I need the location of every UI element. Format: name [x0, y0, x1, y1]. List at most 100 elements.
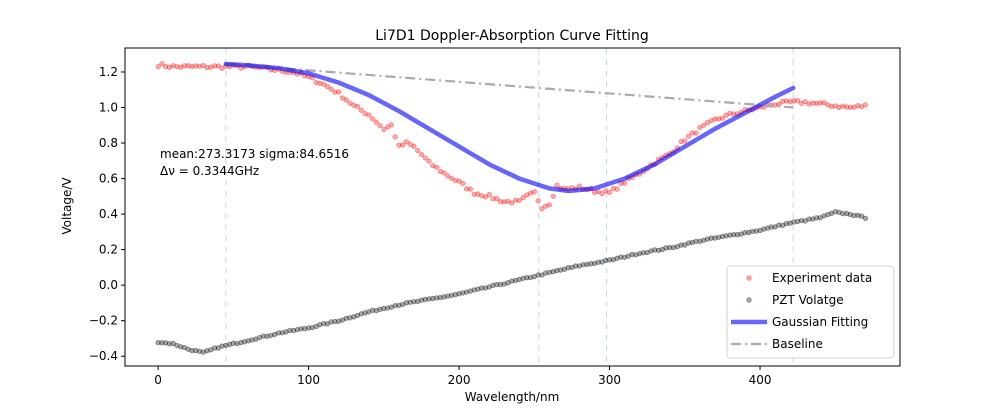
- experiment-point: [787, 99, 793, 105]
- pzt-point: [238, 339, 244, 346]
- experiment-point: [813, 100, 820, 106]
- experiment-point: [535, 198, 541, 204]
- pzt-point: [524, 275, 530, 281]
- experiment-point: [610, 186, 616, 192]
- pzt-point: [362, 310, 368, 316]
- experiment-point: [501, 199, 507, 205]
- experiment-point: [392, 134, 398, 140]
- pzt-point: [426, 296, 432, 302]
- experiment-point: [825, 102, 831, 108]
- pzt-point: [381, 305, 387, 312]
- pzt-point: [509, 278, 515, 284]
- experiment-point: [817, 100, 823, 106]
- experiment-point: [795, 98, 801, 104]
- pzt-point: [546, 269, 552, 275]
- pzt-point: [283, 329, 289, 335]
- pzt-point: [550, 269, 556, 275]
- pzt-point: [343, 315, 349, 321]
- pzt-point: [242, 339, 248, 345]
- pzt-point: [437, 295, 443, 301]
- pzt-point: [260, 333, 267, 339]
- x-tick-label: 0: [154, 373, 162, 387]
- pzt-point: [497, 281, 504, 288]
- experiment-point: [512, 197, 519, 203]
- pzt-point: [204, 348, 210, 354]
- axis-ticks: 0 100 200 300 400 −0.4 −0.2 0.0 0.2 0.4 0.6 0.8 1.0 1…: [89, 65, 772, 387]
- experiment-point: [354, 103, 361, 110]
- pzt-point: [482, 285, 489, 291]
- y-tick-label: 0.2: [99, 243, 118, 257]
- pzt-point: [193, 347, 199, 354]
- experiment-point: [723, 112, 729, 118]
- pzt-point: [591, 260, 598, 267]
- pzt-point: [787, 220, 793, 226]
- pzt-point: [832, 209, 838, 215]
- experiment-point: [479, 193, 485, 199]
- pzt-point: [223, 342, 229, 349]
- pzt-point: [595, 259, 601, 265]
- pzt-point: [761, 226, 767, 232]
- experiment-point: [317, 80, 323, 87]
- pzt-point: [810, 216, 816, 222]
- pzt-point: [358, 311, 364, 317]
- pzt-point: [373, 308, 379, 314]
- y-tick-label: −0.4: [89, 349, 118, 363]
- experiment-point: [369, 116, 376, 122]
- plot-frame: [124, 47, 901, 367]
- experiment-point: [411, 143, 417, 149]
- pzt-point: [527, 274, 534, 281]
- experiment-point: [373, 119, 379, 125]
- experiment-point: [516, 197, 522, 203]
- experiment-point: [606, 189, 613, 195]
- experiment-point: [482, 194, 489, 200]
- pzt-point: [685, 240, 692, 246]
- experiment-point: [403, 139, 410, 145]
- experiment-point: [418, 151, 425, 158]
- x-tick-label: 400: [749, 373, 772, 387]
- pzt-point: [764, 225, 771, 231]
- y-tick-label: 1.2: [99, 65, 118, 79]
- pzt-point: [633, 252, 639, 258]
- experiment-point: [336, 89, 342, 95]
- pzt-point: [163, 340, 169, 346]
- pzt-point: [211, 345, 218, 351]
- experiment-point: [505, 198, 511, 204]
- experiment-point: [339, 95, 346, 101]
- experiment-point: [614, 186, 620, 192]
- pzt-point: [245, 338, 251, 344]
- pzt-point: [543, 270, 549, 276]
- experiment-point: [460, 180, 466, 187]
- pzt-point: [798, 217, 805, 224]
- pzt-point: [230, 340, 236, 346]
- pzt-point: [321, 320, 327, 327]
- experiment-point: [174, 63, 180, 70]
- pzt-point: [159, 340, 165, 346]
- baseline-line: [225, 62, 794, 109]
- pzt-point: [614, 255, 620, 261]
- pzt-point: [479, 285, 485, 291]
- experiment-point: [704, 120, 710, 126]
- experiment-point: [685, 133, 692, 139]
- experiment-point: [155, 64, 161, 70]
- pzt-point: [189, 348, 195, 354]
- pzt-point: [196, 348, 203, 354]
- pzt-point: [234, 340, 240, 347]
- pzt-point: [418, 297, 425, 303]
- experiment-point: [806, 101, 812, 107]
- pzt-point: [663, 245, 669, 251]
- experiment-point: [407, 141, 413, 147]
- experiment-point: [196, 63, 203, 69]
- pzt-point: [851, 212, 857, 219]
- experiment-point: [343, 97, 349, 103]
- pzt-point: [226, 341, 233, 347]
- pzt-point: [385, 305, 391, 311]
- experiment-point: [452, 177, 458, 183]
- y-tick-label: 0.4: [99, 207, 118, 221]
- pzt-point: [783, 221, 789, 227]
- experiment-point: [727, 110, 733, 116]
- experiment-point: [381, 126, 387, 133]
- experiment-point: [712, 116, 718, 122]
- pzt-point: [576, 263, 583, 269]
